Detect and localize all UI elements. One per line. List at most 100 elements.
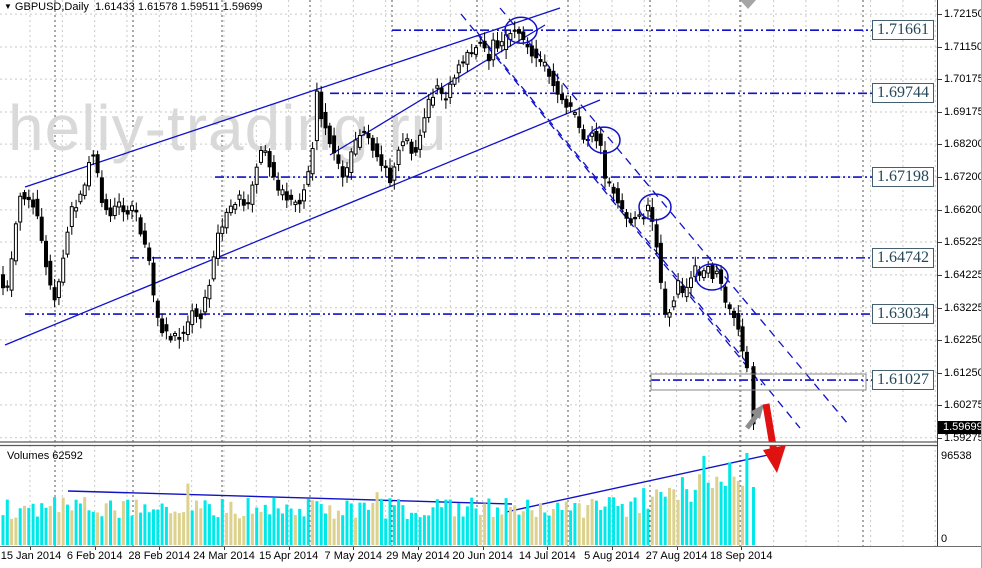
candle-body: [61, 257, 66, 283]
volume-bar: [186, 483, 190, 545]
candle-body: [155, 300, 160, 318]
price-tick-mark: [938, 437, 942, 439]
candle-body: [271, 162, 276, 178]
volume-bar: [207, 504, 211, 545]
volume-bar: [229, 501, 233, 545]
volume-bar: [18, 508, 22, 545]
swing-circle[interactable]: [638, 193, 672, 221]
candle-body: [650, 207, 655, 222]
key-level-price-box[interactable]: 1.61027: [872, 370, 934, 391]
symbol-dropdown-icon[interactable]: ▼: [4, 2, 12, 11]
volume-bar: [293, 514, 297, 545]
key-level-price-box[interactable]: 1.67198: [872, 167, 934, 188]
candle-body: [297, 199, 302, 205]
price-tick-mark: [938, 307, 942, 309]
candle-body: [194, 308, 199, 317]
volume-bar: [487, 498, 491, 545]
volume-bar: [569, 510, 573, 545]
ohlc-values: 1.61433 1.61578 1.59511 1.59699: [95, 1, 263, 13]
volume-bar: [379, 498, 383, 545]
volume-bar: [719, 481, 723, 545]
candle-body: [13, 223, 18, 262]
candle-body: [478, 41, 483, 44]
up-trendline[interactable]: [4, 99, 601, 346]
volume-bar: [195, 500, 198, 545]
volume-bar: [551, 509, 555, 545]
volume-bar: [66, 504, 69, 545]
price-axis[interactable]: 1.72150 1.71150 1.70175 1.69175 1.68200 1.672…: [937, 0, 982, 546]
price-tick-label: 1.66200: [944, 203, 982, 216]
candle-body: [228, 205, 233, 214]
candle-body: [727, 304, 732, 310]
volume-bar: [182, 512, 186, 545]
volume-bar: [259, 511, 263, 545]
volume-bar: [203, 500, 207, 545]
volume-bar: [87, 510, 91, 545]
swing-circle[interactable]: [695, 263, 729, 291]
volume-bar: [586, 505, 590, 545]
volume-bar: [582, 517, 585, 545]
key-level-price-box[interactable]: 1.64742: [872, 247, 934, 268]
swing-circle[interactable]: [504, 16, 538, 45]
down-trendline[interactable]: [499, 7, 849, 425]
candle-body: [469, 52, 474, 55]
volume-bar: [573, 503, 577, 545]
candle-body: [314, 90, 319, 142]
candle-body: [340, 166, 345, 178]
price-tick-label: 1.71150: [944, 41, 982, 54]
volume-bar: [31, 503, 35, 545]
volume-bar: [560, 509, 564, 545]
candle-body: [744, 351, 749, 369]
date-tick-mark: [741, 547, 743, 550]
candle-body: [259, 149, 263, 163]
candle-body: [345, 167, 349, 177]
drawing-objects-layer[interactable]: [504, 0, 867, 473]
date-label: 29 May 2014: [386, 550, 450, 562]
price-tick-mark: [938, 241, 942, 243]
candle-body: [633, 216, 638, 220]
key-level-price-box[interactable]: 1.63034: [872, 304, 934, 325]
candle-body: [246, 202, 251, 205]
volume-bar: [199, 508, 203, 545]
up-trendline[interactable]: [24, 7, 561, 188]
candle-body: [108, 207, 113, 217]
volume-bar: [367, 509, 370, 545]
candle-body: [452, 77, 457, 85]
time-axis[interactable]: 15 Jan 2014 6 Feb 2014 28 Feb 2014 24 Mar 2…: [0, 546, 981, 568]
candle-body: [1, 274, 5, 289]
volume-bar: [100, 516, 104, 545]
volume-trendline[interactable]: [505, 454, 769, 513]
candle-body: [52, 287, 57, 301]
volume-bar: [143, 504, 147, 545]
volume-bar: [349, 503, 353, 545]
volume-bar: [156, 509, 160, 545]
candle-body: [577, 116, 582, 128]
date-label: 27 Aug 2014: [645, 550, 708, 562]
volume-bar: [238, 518, 241, 545]
red-down-arrow-head[interactable]: [763, 445, 786, 473]
volume-bar: [625, 516, 628, 545]
candle-body: [710, 264, 715, 280]
volume-bar: [212, 515, 216, 545]
volume-bar: [61, 497, 65, 545]
candle-body: [69, 206, 74, 227]
volume-bar: [711, 487, 714, 545]
candle-body: [375, 143, 380, 158]
support-zone-rectangle[interactable]: [650, 373, 867, 391]
volume-bar: [508, 507, 512, 545]
candle-body: [9, 258, 14, 291]
down-trendline[interactable]: [460, 13, 763, 386]
swing-circle[interactable]: [587, 126, 621, 154]
key-level-price-box[interactable]: 1.69744: [872, 83, 934, 104]
chart-title[interactable]: ▼ GBPUSD,Daily 1.61433 1.61578 1.59511 1.…: [4, 1, 262, 13]
candle-body: [177, 336, 182, 340]
volume-bar: [139, 512, 143, 545]
levels-and-trendlines-layer[interactable]: [4, 7, 874, 513]
candle-body: [422, 117, 427, 133]
volume-bar: [397, 499, 401, 545]
volume-bar: [465, 506, 469, 545]
key-level-price-box[interactable]: 1.71661: [872, 20, 934, 41]
chart-canvas[interactable]: heliy-trading.ru: [0, 0, 937, 568]
date-label: 18 Sep 2014: [710, 550, 773, 562]
volume-bar: [564, 501, 568, 545]
